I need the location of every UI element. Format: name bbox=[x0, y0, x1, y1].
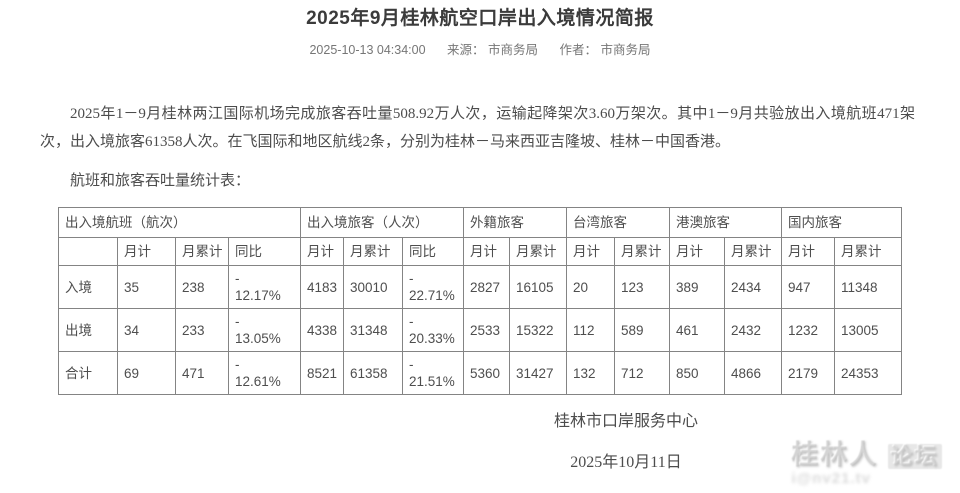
table-cell: 8521 bbox=[300, 351, 344, 395]
table-cell: 2179 bbox=[781, 351, 836, 395]
column-subheader: 月累计 bbox=[509, 237, 568, 266]
table-cell: 24353 bbox=[834, 351, 903, 395]
signing-org: 桂林市口岸服务中心 bbox=[553, 413, 698, 430]
table-cell: 461 bbox=[669, 308, 726, 352]
bulletin-page: 2025年9月桂林航空口岸出入境情况简报 2025-10-13 04:34:00… bbox=[0, 3, 960, 493]
row-label: 入境 bbox=[58, 265, 118, 309]
meta-line: 2025-10-13 04:34:00 来源： 市商务局 作者： 市商务局 bbox=[0, 39, 960, 58]
row-label: 出境 bbox=[58, 308, 118, 352]
table-cell: - 20.33% bbox=[401, 308, 465, 352]
table-cell: 11348 bbox=[834, 265, 903, 309]
table-cell: 2432 bbox=[724, 308, 783, 352]
table-cell: 123 bbox=[614, 265, 671, 309]
signature-block: 桂林市口岸服务中心 2025年10月11日 bbox=[554, 407, 698, 472]
table-cell: - 21.51% bbox=[401, 351, 465, 395]
statistics-table: 出入境航班（航次） 出入境旅客（人次） 外籍旅客 台湾旅客 港澳旅客 国内旅客 月计 月累计同… bbox=[58, 207, 903, 395]
column-subheader bbox=[58, 237, 118, 266]
table-cell: 2434 bbox=[724, 265, 783, 309]
table-cell: 4866 bbox=[724, 351, 783, 395]
column-subheader: 月累计 bbox=[343, 237, 403, 266]
table-cell: 15322 bbox=[509, 308, 568, 352]
table-cell: - 22.71% bbox=[401, 265, 465, 309]
table-caption: 航班和旅客吞吐量统计表： bbox=[70, 173, 251, 189]
table-cell: 69 bbox=[117, 351, 176, 395]
column-subheader: 月计 bbox=[669, 237, 726, 266]
table-cell: 13005 bbox=[834, 308, 903, 352]
column-subheader: 月累计 bbox=[175, 237, 229, 266]
summary-paragraph: 2025年1－9月桂林两江国际机场完成旅客吞吐量508.92万人次，运输起降架次… bbox=[40, 106, 915, 150]
table-cell: 20 bbox=[566, 265, 616, 309]
table-cell: 112 bbox=[566, 308, 616, 352]
table-cell: - 13.05% bbox=[228, 308, 301, 352]
column-subheader: 月计 bbox=[463, 237, 511, 266]
watermark-url: i@nv21.tv bbox=[791, 470, 871, 487]
table-cell: 947 bbox=[781, 265, 836, 309]
table-cell: 30010 bbox=[343, 265, 403, 309]
table-row: 入境 35 238- 12.17% 4183 30010- 22.71% 2827 1610… bbox=[58, 265, 903, 309]
table-row: 合计 69 471- 12.61% 8521 61358- 21.51% 5360 3142… bbox=[58, 351, 903, 395]
column-group-header: 出入境航班（航次） bbox=[58, 207, 301, 238]
table-cell: 2827 bbox=[463, 265, 511, 309]
table-cell: 35 bbox=[117, 265, 176, 309]
table-cell: 16105 bbox=[509, 265, 568, 309]
column-subheader: 月累计 bbox=[724, 237, 783, 266]
table-cell: 471 bbox=[175, 351, 229, 395]
table-cell: 712 bbox=[614, 351, 671, 395]
author-label: 作者： 市商务局 bbox=[559, 43, 651, 57]
table-cell: 5360 bbox=[463, 351, 511, 395]
table-cell: 1232 bbox=[781, 308, 836, 352]
table-cell: - 12.17% bbox=[228, 265, 301, 309]
column-subheader: 月累计 bbox=[614, 237, 671, 266]
table-cell: - 12.61% bbox=[228, 351, 301, 395]
table-cell: 2533 bbox=[463, 308, 511, 352]
table-cell: 4183 bbox=[300, 265, 344, 309]
watermark-title: 桂林人 论坛 bbox=[791, 433, 942, 472]
table-cell: 233 bbox=[175, 308, 229, 352]
column-group-header: 出入境旅客（人次） bbox=[299, 207, 465, 238]
table-cell: 850 bbox=[669, 351, 726, 395]
column-group-header: 外籍旅客 bbox=[463, 207, 568, 238]
table-cell: 61358 bbox=[343, 351, 403, 395]
source-label: 来源： 市商务局 bbox=[447, 43, 539, 57]
column-subheader: 月累计 bbox=[834, 237, 903, 266]
table-cell: 132 bbox=[566, 351, 616, 395]
forum-watermark: 桂林人 论坛 i@nv21.tv bbox=[791, 433, 942, 487]
column-subheader: 月计 bbox=[117, 237, 176, 266]
signing-date: 2025年10月11日 bbox=[570, 454, 682, 471]
column-group-header: 国内旅客 bbox=[781, 207, 903, 238]
column-subheader: 同比 bbox=[228, 237, 301, 266]
table-cell: 389 bbox=[669, 265, 726, 309]
column-group-header: 台湾旅客 bbox=[566, 207, 671, 238]
column-subheader: 月计 bbox=[300, 237, 344, 266]
watermark-subtitle: 论坛 bbox=[887, 444, 942, 469]
table-cell: 4338 bbox=[300, 308, 344, 352]
row-label: 合计 bbox=[58, 351, 118, 395]
publish-datetime: 2025-10-13 04:34:00 bbox=[309, 43, 426, 57]
table-cell: 31427 bbox=[509, 351, 568, 395]
watermark-title-text: 桂林人 bbox=[791, 440, 879, 470]
column-group-header: 港澳旅客 bbox=[669, 207, 783, 238]
column-subheader: 月计 bbox=[781, 237, 836, 266]
table-cell: 31348 bbox=[343, 308, 403, 352]
table-row: 出境 34 233- 13.05% 4338 31348- 20.33% 2533 1532… bbox=[58, 308, 903, 352]
column-subheader: 同比 bbox=[401, 237, 465, 266]
table-cell: 34 bbox=[117, 308, 176, 352]
page-title: 2025年9月桂林航空口岸出入境情况简报 bbox=[306, 8, 654, 29]
table-cell: 589 bbox=[614, 308, 671, 352]
table-cell: 238 bbox=[175, 265, 229, 309]
column-subheader: 月计 bbox=[566, 237, 616, 266]
